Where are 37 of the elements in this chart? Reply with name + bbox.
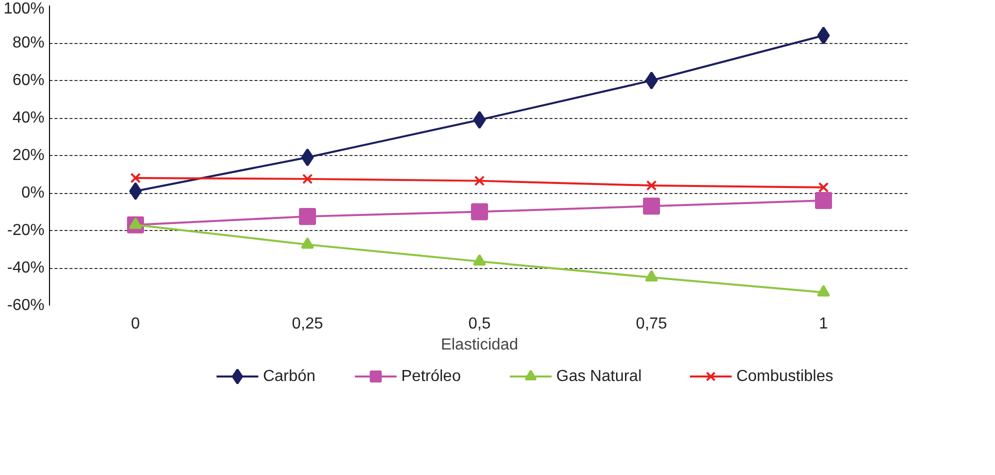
x-tick-label: 0,5 (468, 316, 491, 332)
point (643, 198, 660, 215)
y-tick-label: -40% (7, 260, 45, 276)
x-tick-label: 1 (819, 316, 828, 332)
point (301, 148, 314, 166)
point (645, 72, 658, 90)
point (471, 203, 488, 220)
y-tick-label: -20% (7, 222, 45, 239)
point (817, 26, 830, 44)
y-tick-label: 60% (12, 72, 45, 89)
point (473, 254, 486, 266)
x-tick-label: 0,25 (292, 316, 324, 332)
point (645, 270, 658, 282)
y-tick-label: 0% (21, 184, 44, 202)
x-tick-label: 0,75 (636, 316, 668, 332)
point (646, 180, 657, 191)
point (301, 237, 314, 249)
x-tick-label: 0 (131, 316, 140, 332)
legend-label: Carbón (262, 368, 316, 385)
point (130, 172, 141, 184)
legend-label: Combustibles (736, 368, 834, 385)
point (473, 110, 486, 129)
y-tick-label: 40% (12, 110, 45, 126)
x-axis-title: Elasticidad (440, 336, 518, 354)
point (815, 192, 832, 209)
point (817, 285, 830, 297)
y-tick-label: 20% (12, 147, 45, 164)
y-tick-label: 100% (4, 0, 44, 18)
point (302, 174, 313, 184)
legend-label: Gas Natural (556, 368, 642, 385)
point (129, 182, 142, 200)
y-tick-label: 80% (12, 34, 45, 52)
point (818, 182, 829, 193)
point (299, 208, 316, 225)
legend-label: Petróleo (401, 368, 461, 385)
point (474, 176, 485, 186)
y-tick-label: -60% (7, 297, 45, 314)
